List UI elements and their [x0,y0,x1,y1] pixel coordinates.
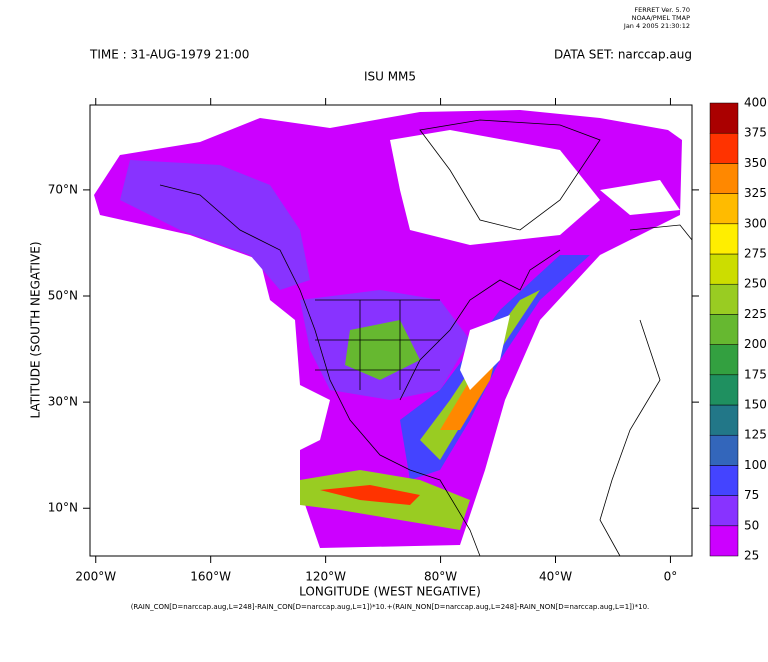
colorbar-label: 300 [744,216,767,230]
colorbar-label: 75 [744,488,759,502]
colorbar-label: 225 [744,307,767,321]
y-tick-label: 10°N [48,501,78,515]
y-axis-label: LATITUDE (SOUTH NEGATIVE) [29,241,43,418]
colorbar-swatch [709,525,739,557]
time-header: TIME : 31-AUG-1979 21:00 [89,48,249,62]
colorbar-swatch [709,132,739,164]
colorbar-label: 175 [744,367,767,381]
colorbar-swatch [709,283,739,315]
y-tick-label: 30°N [48,395,78,409]
colorbar-swatch [709,434,739,466]
colorbar-swatch [709,253,739,285]
field-area [320,485,420,505]
colorbar-label: 150 [744,398,767,412]
colorbar-label: 250 [744,277,767,291]
x-tick-label: 40°W [539,570,572,584]
x-axis-label: LONGITUDE (WEST NEGATIVE) [299,585,481,599]
field-gap [460,315,510,390]
x-tick-label: 200°W [75,570,116,584]
coastline [159,184,481,557]
colorbar-label: 200 [744,337,767,351]
coastlines [159,119,693,557]
colorbar-label: 375 [744,126,767,140]
colorbar-label: 100 [744,458,767,472]
colorbar-label: 25 [744,549,759,563]
software-line: NOAA/PMEL TMAP [632,14,690,22]
colorbar-label: 125 [744,428,767,442]
colorbar-label: 275 [744,247,767,261]
colorbar-swatch [709,465,739,496]
field-area [345,320,420,380]
colorbar-swatch [709,495,739,527]
coastline [399,249,561,401]
field-gap [600,180,680,215]
x-tick-label: 80°W [424,570,457,584]
y-tick-label: 50°N [48,289,78,303]
colorbar-swatch [709,374,739,406]
coastline [599,224,693,557]
x-tick-label: 120°W [305,570,346,584]
colorbar-label: 50 [744,518,759,532]
software-line: FERRET Ver. 5.70 [634,6,690,14]
field [94,110,682,548]
colorbar-swatch [709,193,739,225]
field-area [120,160,310,290]
colorbar-swatch [709,163,739,194]
colorbar-label: 400 [744,96,767,110]
colorbar-swatch [709,344,739,376]
x-tick-label: 160°W [190,570,231,584]
footnote: (RAIN_CON[D=narccap.aug,L=248]-RAIN_CON[… [131,603,650,611]
colorbar-label: 325 [744,186,767,200]
chart-title: ISU MM5 [364,70,416,84]
colorbar-swatch [709,223,739,255]
colorbar-swatch [709,404,739,436]
dataset-header: DATA SET: narccap.aug [554,48,692,62]
state-borders [315,299,440,390]
coastline [419,119,601,231]
y-tick-label: 70°N [48,182,78,196]
colorbar-swatch [709,102,739,134]
colorbar-swatch [709,314,739,345]
x-tick-label: 0° [664,570,678,584]
field-gap [390,130,600,245]
colorbar-label: 350 [744,156,767,170]
software-line: Jan 4 2005 21:30:12 [623,22,690,30]
plot-frame [89,104,693,557]
